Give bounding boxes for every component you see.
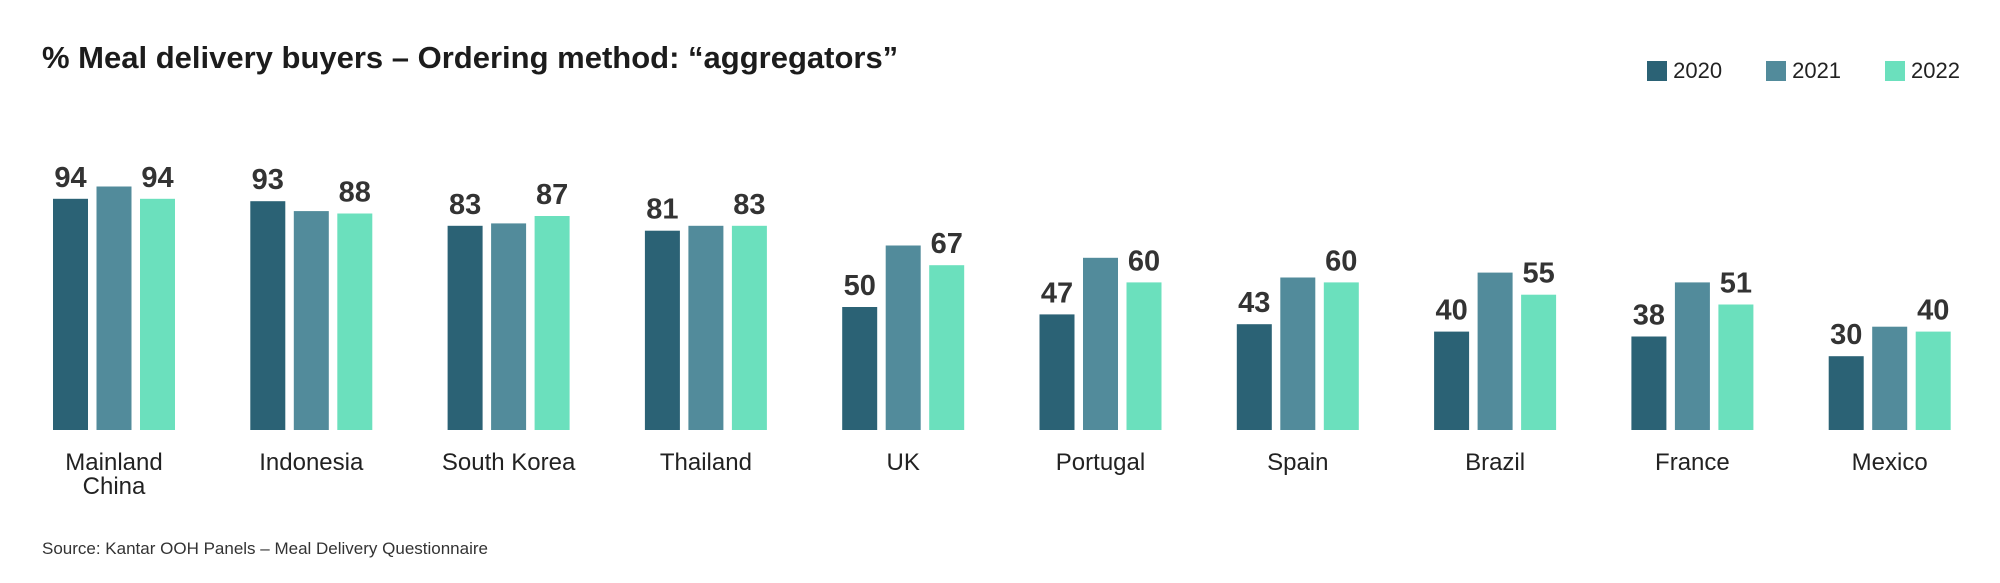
bar-france-2020 [1631,336,1667,430]
category-label-indonesia: Indonesia [259,449,364,476]
data-label-france-2022: 51 [1720,268,1752,300]
data-label-spain-2022: 60 [1325,245,1357,277]
bar-france-2022 [1718,304,1754,430]
bar-portugal-2021 [1083,257,1118,430]
data-label-spain-2020: 43 [1238,287,1270,319]
bar-uk-2022 [929,265,965,430]
bar-indonesia-2021 [293,211,329,430]
bar-thailand-2020 [644,230,680,430]
bar-portugal-2020 [1039,314,1075,430]
bar-indonesia-2020 [250,201,286,430]
bar-portugal-2022 [1126,282,1162,430]
data-label-brazil-2020: 40 [1435,295,1467,327]
data-label-portugal-2020: 47 [1041,277,1073,309]
bar-uk-2020 [842,307,878,430]
data-label-south-korea-2022: 87 [536,179,568,211]
data-label-portugal-2022: 60 [1128,245,1160,277]
bar-france-2021 [1674,282,1710,430]
category-label-mexico: Mexico [1852,449,1928,476]
data-label-france-2020: 38 [1633,300,1665,332]
chart-title: % Meal delivery buyers – Ordering method… [42,40,899,75]
bar-mainland-china-2020 [53,198,88,430]
bar-mexico-2022 [1915,331,1951,430]
legend-item-2021: 2021 [1766,58,1841,84]
category-label-portugal: Portugal [1056,449,1145,476]
bar-spain-2020 [1236,324,1272,430]
data-label-brazil-2022: 55 [1522,258,1554,290]
category-label-mainland-china: Mainland China [65,449,162,500]
bar-mainland-china-2022 [140,198,175,430]
bar-thailand-2022 [731,225,767,430]
legend-label-2020: 2020 [1673,58,1723,83]
bar-south-korea-2022 [534,216,570,430]
data-label-indonesia-2022: 88 [339,177,371,209]
legend-item-2022: 2022 [1885,58,1960,84]
legend-swatch-2022 [1885,61,1906,81]
category-label-south-korea: South Korea [442,449,576,476]
bar-chart: 94 94 Mainland China 93 88 Indonesia 83 87 South … [53,162,1951,500]
data-label-thailand-2022: 83 [733,189,765,221]
category-label-spain: Spain [1267,449,1328,476]
data-label-uk-2020: 50 [844,270,876,302]
data-label-thailand-2020: 81 [646,194,678,226]
legend-swatch-2020 [1647,61,1668,81]
bar-indonesia-2022 [337,213,373,430]
data-label-indonesia-2020: 93 [252,164,284,196]
data-label-mexico-2022: 40 [1917,295,1949,327]
category-label-brazil: Brazil [1465,449,1525,476]
source-note: Source: Kantar OOH Panels – Meal Deliver… [42,539,488,558]
bar-south-korea-2021 [491,223,527,430]
bar-spain-2021 [1280,277,1316,430]
category-label-uk: UK [887,449,920,476]
bar-brazil-2022 [1521,294,1557,430]
data-label-mainland-china-2020: 94 [54,162,86,194]
category-label-thailand: Thailand [660,449,752,476]
bar-brazil-2021 [1477,272,1513,430]
bar-brazil-2020 [1434,331,1470,430]
legend-label-2022: 2022 [1911,58,1960,83]
category-label-france: France [1655,449,1730,476]
bar-spain-2022 [1323,282,1359,430]
bar-mexico-2021 [1872,326,1908,430]
bar-thailand-2021 [688,225,724,430]
data-label-south-korea-2020: 83 [449,189,481,221]
bar-uk-2021 [885,245,921,430]
legend-swatch-2021 [1766,61,1787,81]
legend-item-2020: 2020 [1647,58,1722,84]
bar-mexico-2020 [1828,356,1864,430]
chart-legend: 2020 2021 2022 [1647,58,1960,84]
data-label-uk-2022: 67 [931,228,963,260]
bar-south-korea-2020 [447,225,483,430]
data-label-mexico-2020: 30 [1830,319,1862,351]
data-label-mainland-china-2022: 94 [141,162,173,194]
bar-mainland-china-2021 [96,186,132,430]
legend-label-2021: 2021 [1792,58,1842,83]
